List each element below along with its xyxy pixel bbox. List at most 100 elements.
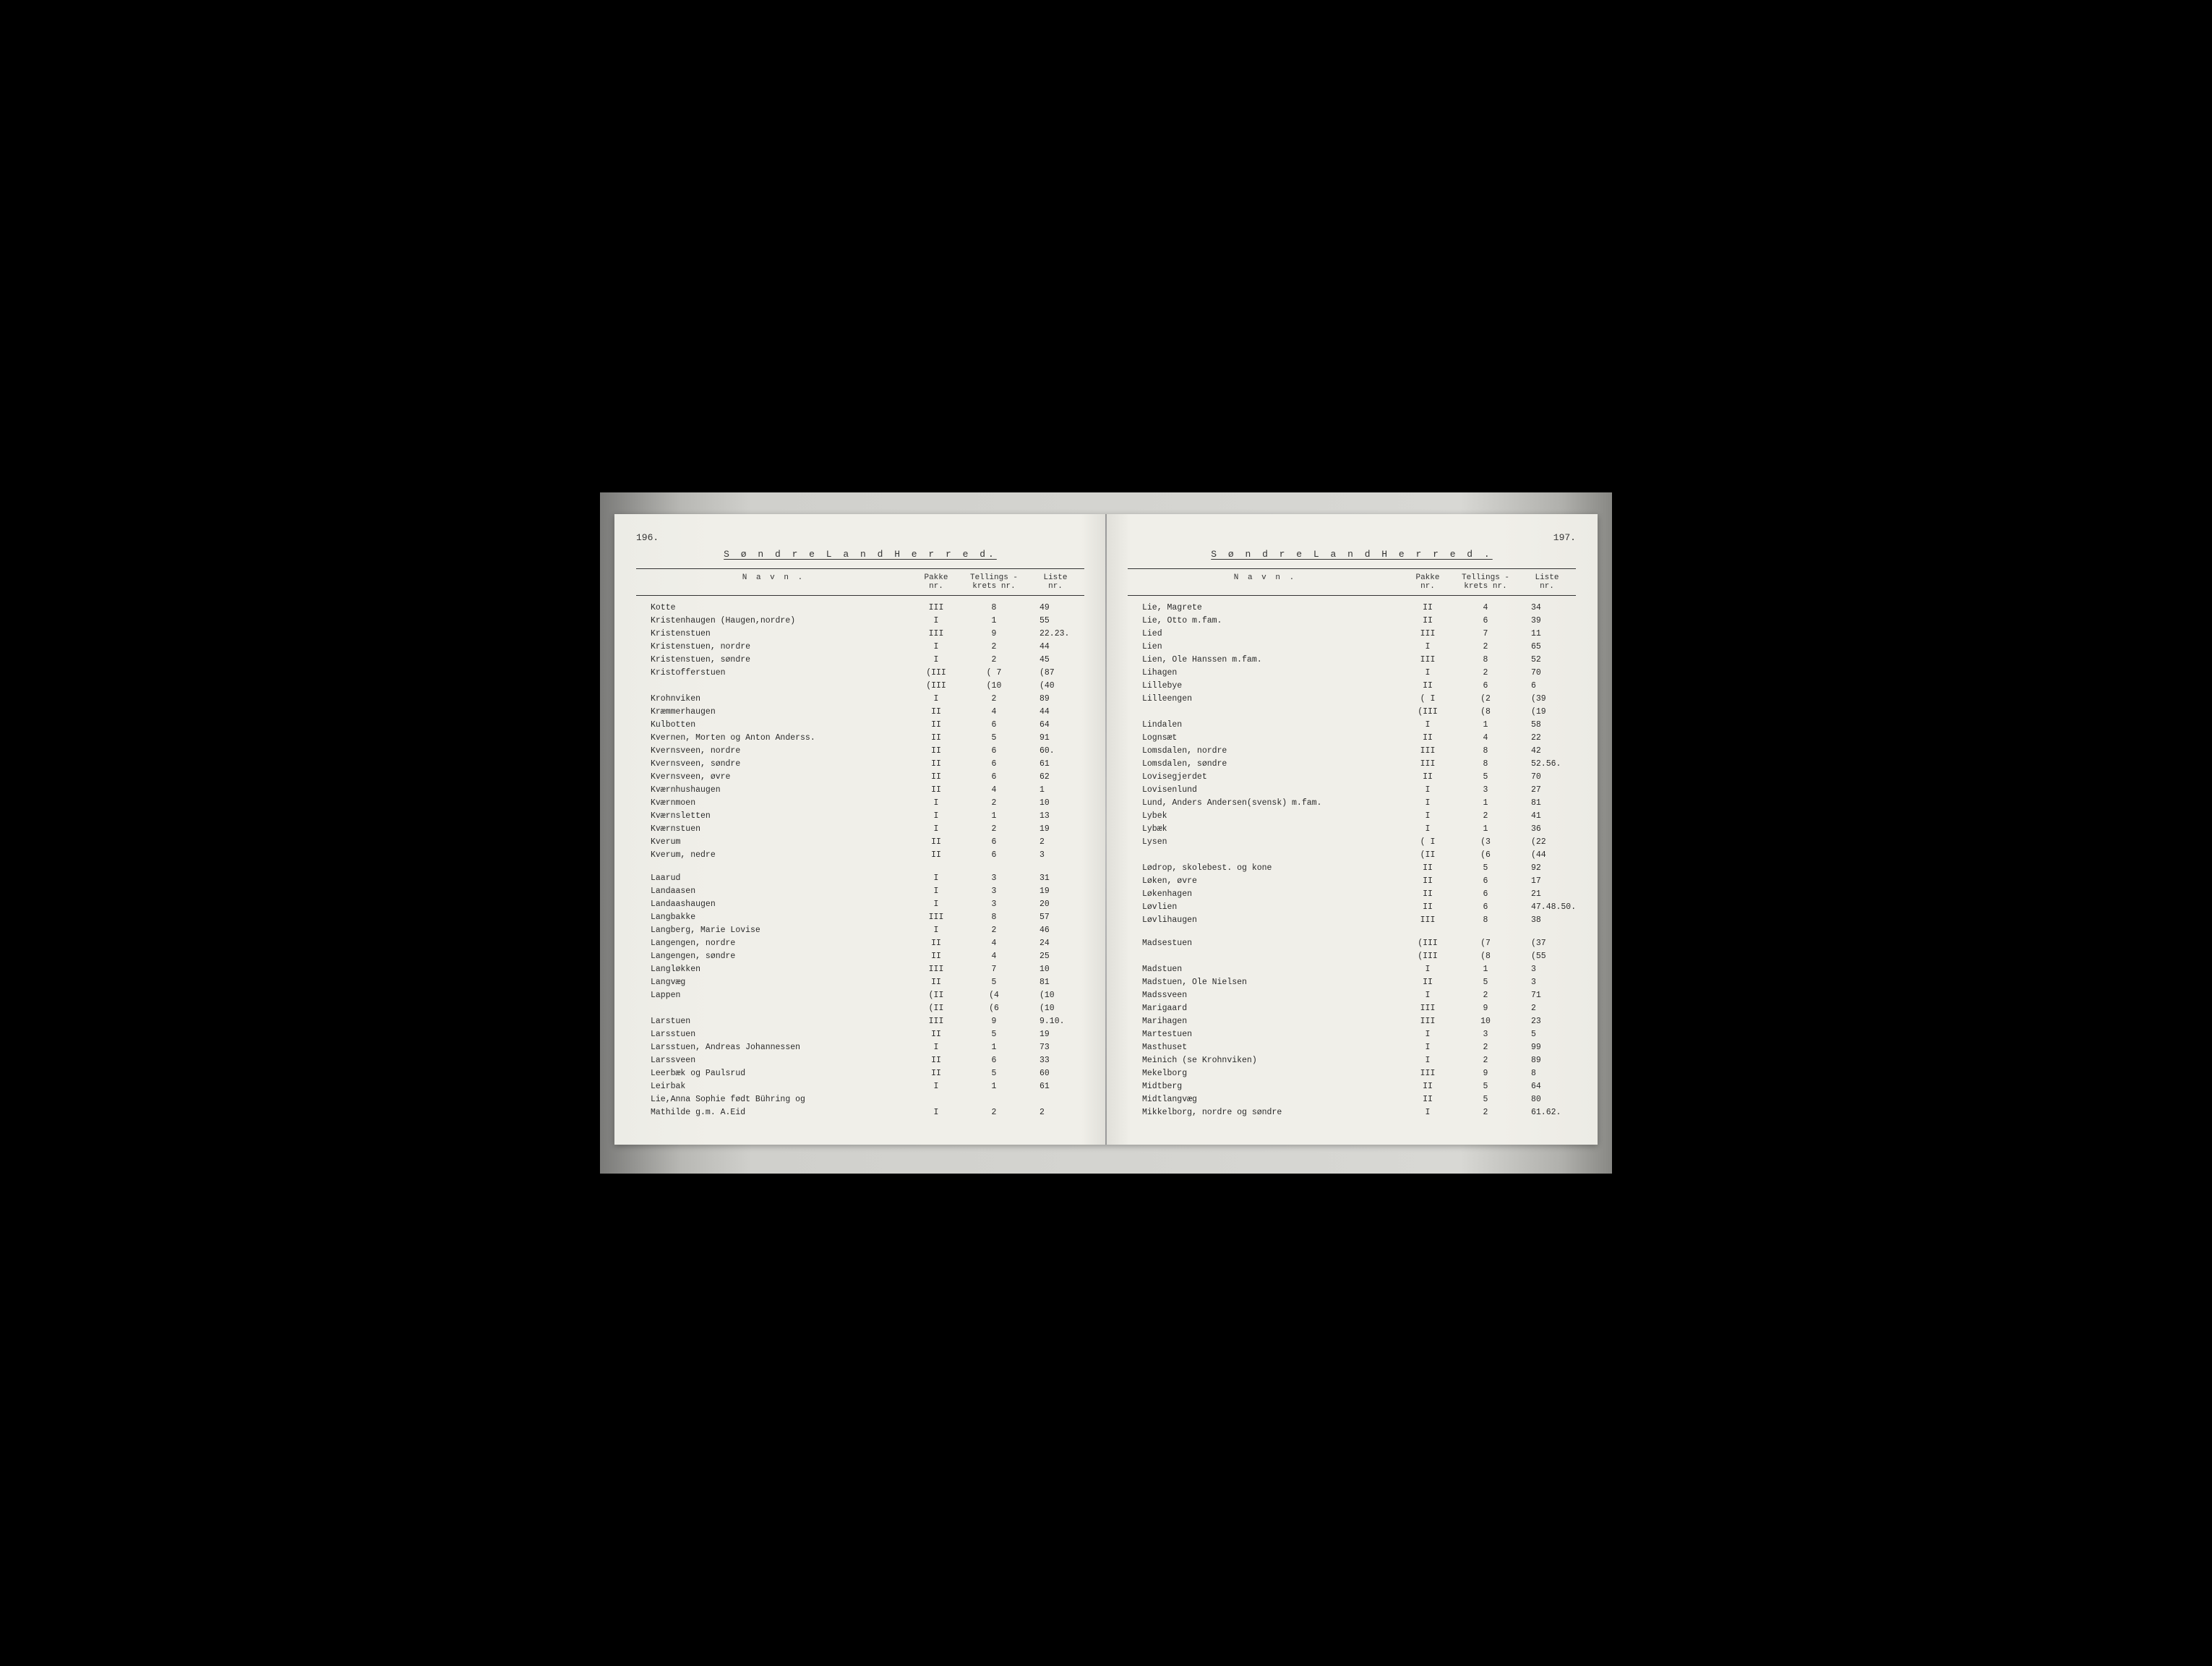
cell-liste: 3 (1026, 849, 1084, 862)
cell-pakke: I (911, 1106, 961, 1119)
cell-pakke: I (1402, 784, 1453, 797)
cell-tellings: 3 (1453, 1028, 1518, 1041)
table-row: Lund, Anders Andersen(svensk) m.fam.I181 (1128, 797, 1576, 810)
cell-tellings: 9 (961, 628, 1026, 641)
table-row: LeirbakI161 (636, 1080, 1084, 1093)
cell-tellings: 2 (961, 693, 1026, 706)
cell-pakke: I (1402, 810, 1453, 823)
cell-pakke: II (911, 1054, 961, 1067)
cell-name: Madssveen (1128, 989, 1402, 1002)
cell-name: Langberg, Marie Lovise (636, 924, 911, 937)
cell-tellings: 3 (961, 872, 1026, 885)
cell-name: Larsstuen (636, 1028, 911, 1041)
cell-liste: 27 (1518, 784, 1576, 797)
cell-tellings: 2 (961, 924, 1026, 937)
cell-pakke: II (911, 849, 961, 862)
table-row: Meinich (se Krohnviken)I289 (1128, 1054, 1576, 1067)
table-row: LarsstuenII519 (636, 1028, 1084, 1041)
cell-liste: 61 (1026, 758, 1084, 771)
cell-liste: 42 (1518, 745, 1576, 758)
table-row: Kvernsveen, nordreII660. (636, 745, 1084, 758)
cell-pakke: II (911, 745, 961, 758)
cell-name: Mekelborg (1128, 1067, 1402, 1080)
cell-liste: 3 (1518, 963, 1576, 976)
cell-liste: 5 (1518, 1028, 1576, 1041)
cell-tellings: 6 (961, 1054, 1026, 1067)
cell-tellings: (6 (961, 1002, 1026, 1015)
cell-name: Kristenstuen, nordre (636, 641, 911, 654)
table-row: KverumII62 (636, 836, 1084, 849)
cell-pakke: II (1402, 680, 1453, 693)
cell-pakke: I (911, 1080, 961, 1093)
cell-tellings: (6 (1453, 849, 1518, 862)
cell-pakke: I (911, 797, 961, 810)
cell-tellings: 6 (961, 719, 1026, 732)
cell-tellings: ( 7 (961, 667, 1026, 680)
cell-tellings: (2 (1453, 693, 1518, 706)
table-row: Kverum, nedreII63 (636, 849, 1084, 862)
cell-pakke: II (1402, 1080, 1453, 1093)
cell-liste: 61 (1026, 1080, 1084, 1093)
table-row: MadssveenI271 (1128, 989, 1576, 1002)
cell-pakke: II (1402, 901, 1453, 914)
cell-liste: 55 (1026, 615, 1084, 628)
table-row: Madstuen, Ole NielsenII53 (1128, 976, 1576, 989)
cell-liste: 49 (1026, 602, 1084, 615)
cell-tellings: 6 (1453, 680, 1518, 693)
cell-name: Lovisenlund (1128, 784, 1402, 797)
table-row: LøkenhagenII621 (1128, 888, 1576, 901)
cell-pakke: II (911, 784, 961, 797)
cell-liste: (19 (1518, 706, 1576, 719)
cell-name: Løvlihaugen (1128, 914, 1402, 927)
cell-tellings: 5 (1453, 862, 1518, 875)
table-row: Lødrop, skolebest. og koneII592 (1128, 862, 1576, 875)
cell-name: Kværnstuen (636, 823, 911, 836)
cell-liste: 89 (1026, 693, 1084, 706)
table-row: LovisegjerdetII570 (1128, 771, 1576, 784)
cell-tellings: 3 (961, 885, 1026, 898)
table-row: MidtlangvægII580 (1128, 1093, 1576, 1106)
cell-name: Lomsdalen, søndre (1128, 758, 1402, 771)
cell-liste: (10 (1026, 1002, 1084, 1015)
cell-tellings: 9 (961, 1015, 1026, 1028)
cell-tellings: (3 (1453, 836, 1518, 849)
table-row: (II(6(10 (636, 1002, 1084, 1015)
cell-liste: 34 (1518, 602, 1576, 615)
cell-tellings: 1 (961, 1041, 1026, 1054)
cell-liste: 24 (1026, 937, 1084, 950)
cell-name: Kvernsveen, øvre (636, 771, 911, 784)
cell-tellings: 4 (961, 784, 1026, 797)
table-row: Kristenstuen, søndreI245 (636, 654, 1084, 667)
table-row: Langberg, Marie LoviseI246 (636, 924, 1084, 937)
cell-liste: 58 (1518, 719, 1576, 732)
cell-name: Lie,Anna Sophie født Bühring og (636, 1093, 911, 1106)
cell-name: Kræmmerhaugen (636, 706, 911, 719)
cell-liste: 20 (1026, 898, 1084, 911)
cell-pakke: I (1402, 719, 1453, 732)
cell-name: Lihagen (1128, 667, 1402, 680)
cell-name (1128, 849, 1402, 862)
cell-liste: 2 (1518, 1002, 1576, 1015)
cell-name: Lund, Anders Andersen(svensk) m.fam. (1128, 797, 1402, 810)
cell-tellings: 1 (961, 1080, 1026, 1093)
cell-tellings: 2 (1453, 1054, 1518, 1067)
header-name: N a v n . (636, 573, 911, 591)
cell-liste: 60 (1026, 1067, 1084, 1080)
cell-liste: 22.23. (1026, 628, 1084, 641)
cell-tellings: 2 (961, 823, 1026, 836)
table-row: KværnslettenI113 (636, 810, 1084, 823)
table-row: KotteIII849 (636, 602, 1084, 615)
cell-tellings: 1 (1453, 963, 1518, 976)
cell-liste: 19 (1026, 885, 1084, 898)
cell-name: Kulbotten (636, 719, 911, 732)
cell-name: Langengen, søndre (636, 950, 911, 963)
cell-tellings: 6 (961, 758, 1026, 771)
table-row: MasthusetI299 (1128, 1041, 1576, 1054)
cell-tellings: 2 (1453, 1106, 1518, 1119)
cell-tellings: 4 (961, 950, 1026, 963)
cell-name (636, 680, 911, 693)
cell-name: Kvernen, Morten og Anton Anderss. (636, 732, 911, 745)
table-row: LøvlienII647.48.50. (1128, 901, 1576, 914)
cell-name: Mikkelborg, nordre og søndre (1128, 1106, 1402, 1119)
table-row: LøvlihaugenIII838 (1128, 914, 1576, 927)
